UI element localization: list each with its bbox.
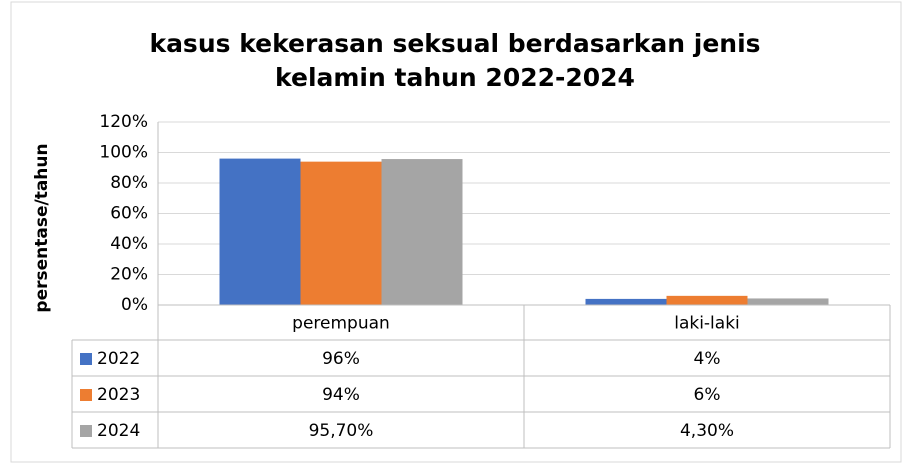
y-tick-label: 80%	[110, 173, 148, 193]
chart-border	[10, 1, 902, 463]
bar	[585, 298, 667, 305]
y-tick-label: 40%	[110, 234, 148, 254]
legend-label: 2024	[97, 421, 140, 441]
y-tick-label: 100%	[99, 143, 148, 163]
bar	[747, 298, 829, 305]
chart-title: kelamin tahun 2022-2024	[275, 63, 635, 92]
bar	[219, 158, 301, 305]
legend-key	[80, 353, 92, 365]
y-tick-label: 20%	[110, 265, 148, 285]
legend-label: 2023	[97, 385, 140, 405]
data-label: 95,70%	[309, 421, 374, 441]
data-label: 6%	[694, 385, 721, 405]
legend-key	[80, 425, 92, 437]
y-axis-label: persentase/tahun	[32, 143, 52, 312]
x-tick-label: perempuan	[292, 314, 390, 334]
chart-title: kasus kekerasan seksual berdasarkan jeni…	[149, 29, 760, 58]
bar	[381, 159, 463, 305]
bar	[300, 161, 382, 305]
y-tick-label: 60%	[110, 204, 148, 224]
x-tick-label: laki-laki	[674, 314, 740, 334]
legend-key	[80, 389, 92, 401]
legend-label: 2022	[97, 349, 140, 369]
y-tick-label: 0%	[121, 295, 148, 315]
data-label: 4%	[694, 349, 721, 369]
data-label: 94%	[322, 385, 360, 405]
data-label: 96%	[322, 349, 360, 369]
data-label: 4,30%	[680, 421, 734, 441]
y-tick-label: 120%	[99, 112, 148, 132]
bar	[666, 295, 748, 305]
